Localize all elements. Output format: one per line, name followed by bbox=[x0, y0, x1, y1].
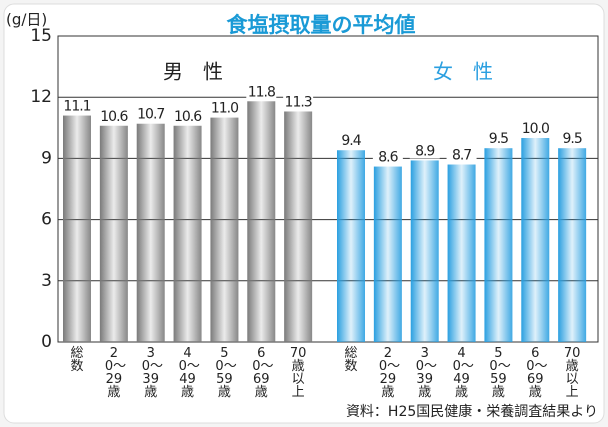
value-label-bg bbox=[209, 100, 240, 116]
value-label-bg bbox=[283, 94, 314, 110]
x-tick-label: 70歳以上 bbox=[563, 346, 581, 400]
group-label: 女 性 bbox=[433, 60, 493, 84]
value-label: 8.6 bbox=[378, 150, 398, 166]
x-tick-label: 50〜59歳 bbox=[489, 346, 511, 400]
value-label: 9.4 bbox=[341, 133, 361, 149]
title-bg bbox=[192, 10, 450, 44]
x-tick-label: 50〜59歳 bbox=[215, 346, 237, 400]
value-label-bg bbox=[446, 147, 477, 163]
bar bbox=[337, 150, 365, 342]
value-label: 8.7 bbox=[452, 148, 471, 164]
bar bbox=[521, 138, 550, 342]
x-tick-label: 70歳以上 bbox=[289, 346, 307, 400]
value-label-bg bbox=[246, 84, 277, 100]
bar bbox=[284, 111, 313, 342]
value-label: 11.0 bbox=[211, 101, 238, 117]
value-label: 9.5 bbox=[563, 131, 582, 147]
value-label: 11.1 bbox=[63, 99, 90, 115]
value-label-bg bbox=[372, 149, 403, 165]
legend-bg bbox=[413, 58, 513, 86]
source-note: 資料：H25国民健康・栄養調査結果より bbox=[346, 403, 598, 420]
value-label-bg bbox=[409, 143, 440, 159]
value-label: 10.6 bbox=[100, 109, 128, 125]
value-label-bg bbox=[336, 133, 366, 149]
value-label-bg bbox=[520, 121, 551, 136]
value-label-bg bbox=[98, 108, 129, 124]
y-tick-label: 15 bbox=[30, 26, 52, 46]
bar bbox=[484, 148, 513, 342]
value-label: 8.9 bbox=[415, 143, 434, 159]
bar bbox=[558, 148, 587, 342]
value-label: 10.6 bbox=[174, 109, 202, 125]
value-label: 9.5 bbox=[489, 131, 508, 147]
chart-title: 食塩摂取量の平均値 bbox=[227, 13, 416, 37]
bar bbox=[63, 115, 91, 342]
y-tick-label: 0 bbox=[41, 332, 52, 352]
y-tick-label: 9 bbox=[41, 148, 52, 168]
bar bbox=[136, 123, 165, 342]
x-tick-label: 20〜29歳 bbox=[378, 346, 401, 400]
bar bbox=[447, 164, 476, 342]
value-label-bg bbox=[172, 108, 203, 124]
value-label: 11.8 bbox=[248, 84, 275, 100]
value-label-bg bbox=[62, 98, 92, 114]
value-label: 10.0 bbox=[522, 121, 549, 137]
x-tick-label: 20〜29歳 bbox=[104, 346, 127, 400]
bar bbox=[410, 160, 439, 342]
x-tick-label: 30〜39歳 bbox=[415, 346, 437, 400]
value-label-bg bbox=[557, 131, 588, 147]
value-label: 10.7 bbox=[137, 107, 164, 123]
value-label-bg bbox=[135, 106, 166, 122]
x-tick-label: 総数 bbox=[344, 346, 358, 374]
y-tick-label: 3 bbox=[41, 271, 52, 291]
x-tick-label: 40〜49歳 bbox=[178, 346, 200, 400]
y-tick-label: 6 bbox=[41, 210, 52, 230]
group-label: 男 性 bbox=[163, 60, 223, 84]
bar bbox=[247, 101, 276, 342]
value-label: 11.3 bbox=[285, 94, 312, 110]
x-tick-label: 60〜69歳 bbox=[252, 346, 274, 400]
bar bbox=[99, 125, 128, 342]
x-tick-label: 60〜69歳 bbox=[526, 346, 548, 400]
bar bbox=[373, 166, 402, 342]
value-label-bg bbox=[483, 131, 514, 147]
bar bbox=[173, 125, 202, 342]
y-axis-unit: (g/日) bbox=[6, 11, 47, 29]
y-tick-label: 12 bbox=[30, 87, 52, 107]
x-tick-label: 30〜39歳 bbox=[141, 346, 163, 400]
x-tick-label: 40〜49歳 bbox=[452, 346, 474, 400]
bar bbox=[210, 117, 239, 342]
x-tick-label: 総数 bbox=[70, 346, 84, 374]
legend-bg bbox=[143, 58, 243, 86]
